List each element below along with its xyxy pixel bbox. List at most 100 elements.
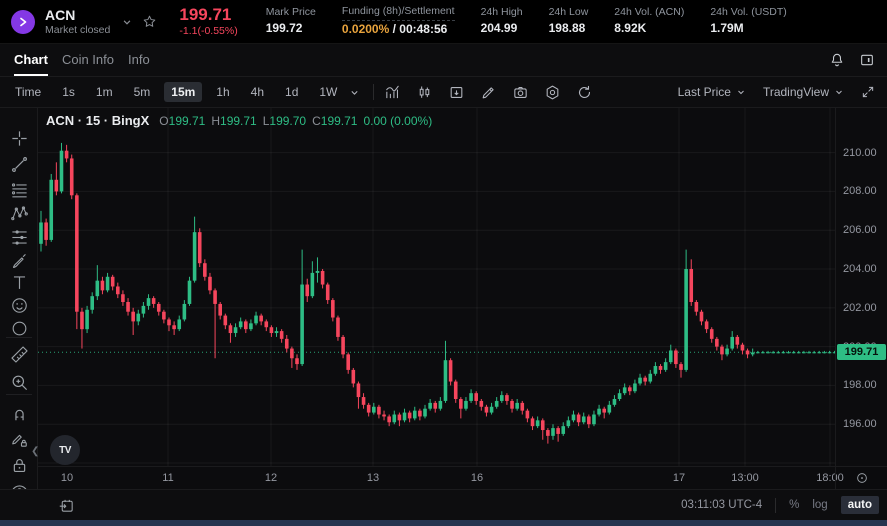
candle-body	[320, 270, 325, 285]
candle-body	[151, 298, 156, 304]
candle-body	[264, 321, 269, 328]
candle-body	[822, 352, 827, 354]
settings-gear-icon[interactable]	[544, 84, 561, 101]
interval-1h[interactable]: 1h	[216, 85, 230, 99]
candle-body	[494, 400, 499, 407]
candle-body	[192, 232, 197, 281]
tab-info[interactable]: Info	[128, 52, 150, 67]
bottom-edge-strip	[0, 520, 887, 526]
interval-more-chevron-icon[interactable]	[348, 86, 361, 99]
candle-body	[756, 352, 760, 354]
chart-area[interactable]: ACN · 15 · BingX O199.71 H199.71 L199.70…	[31, 108, 837, 466]
candle-body	[750, 352, 755, 355]
candle-body	[587, 416, 591, 425]
draw-pencil-icon[interactable]	[480, 84, 497, 101]
time-scale[interactable]: 10 11 12 13 16 17 13:00 18:00	[38, 466, 844, 489]
price-scale[interactable]: 199.71 210.00208.00206.00204.00202.00200…	[835, 108, 887, 466]
candle-body	[392, 414, 397, 423]
projection-tool-icon[interactable]	[0, 225, 38, 249]
interval-1m[interactable]: 1m	[95, 85, 113, 99]
tab-chart[interactable]: Chart	[14, 44, 48, 76]
candle-body	[520, 402, 525, 411]
vol-base-value: 8.92K	[614, 21, 647, 36]
footer-divider	[775, 497, 777, 513]
price-scale-target-icon[interactable]	[855, 471, 869, 485]
candle-body	[131, 311, 135, 322]
candle-body	[674, 350, 678, 365]
panel-toggle-icon[interactable]	[859, 52, 875, 68]
percent-scale-button[interactable]: %	[789, 499, 800, 511]
reset-chart-icon[interactable]	[576, 84, 593, 101]
candle-body	[146, 298, 151, 306]
high-stat: 24h High 204.99	[481, 5, 523, 38]
log-scale-button[interactable]: log	[812, 499, 828, 511]
candle-body	[781, 352, 786, 354]
funding-rate: 0.0200%	[341, 22, 390, 37]
go-to-date-icon[interactable]	[58, 497, 75, 514]
candle-body	[643, 377, 647, 382]
symbol-dropdown-chevron-icon[interactable]	[120, 15, 134, 29]
candle-body	[505, 395, 509, 401]
price-mode-dropdown[interactable]: Last Price	[678, 85, 747, 99]
current-price-badge: 199.71	[837, 344, 886, 361]
emoji-tool-icon[interactable]	[0, 293, 38, 317]
view-tabs: Chart Coin Info Info	[0, 44, 887, 77]
candle-body	[581, 416, 586, 423]
provider-dropdown[interactable]: TradingView	[763, 85, 845, 99]
candle-body	[464, 400, 468, 409]
candle-body	[786, 352, 791, 354]
vol-quote-label: 24h Vol. (USDT)	[710, 6, 787, 19]
candle-body	[689, 269, 694, 302]
mark-price-label: Mark Price	[265, 6, 316, 19]
lock-drawings-icon[interactable]	[0, 453, 38, 477]
alert-bell-icon[interactable]	[829, 52, 845, 68]
shapes-tool-icon[interactable]	[0, 316, 38, 340]
candle-body	[459, 399, 463, 409]
symbol-block[interactable]: ACN Market closed	[45, 7, 110, 35]
interval-5m[interactable]: 5m	[133, 85, 151, 99]
auto-scale-button[interactable]: auto	[840, 496, 879, 514]
drawing-toolbar-collapse-handle[interactable]: ❮	[31, 446, 40, 457]
favorite-star-icon[interactable]	[142, 14, 157, 29]
candle-body	[561, 426, 566, 434]
screenshot-camera-icon[interactable]	[512, 84, 529, 101]
candle-body	[244, 321, 248, 330]
candlestick-chart[interactable]	[38, 108, 837, 466]
stay-in-drawing-mode-icon[interactable]	[0, 427, 38, 451]
legend-title[interactable]: ACN · 15 · BingX	[46, 113, 150, 128]
trend-line-tool-icon[interactable]	[0, 152, 38, 176]
crosshair-tool-icon[interactable]	[0, 126, 38, 150]
fullscreen-icon[interactable]	[861, 85, 875, 99]
interval-15m[interactable]: 15m	[164, 82, 203, 102]
save-layout-icon[interactable]	[448, 84, 465, 101]
candle-body	[254, 315, 258, 324]
candle-body	[377, 406, 381, 415]
interval-1s[interactable]: 1s	[62, 85, 75, 99]
measure-ruler-tool-icon[interactable]	[0, 342, 38, 366]
indicators-icon[interactable]	[384, 84, 401, 101]
candle-body	[366, 404, 371, 413]
time-menu[interactable]: Time	[15, 85, 42, 99]
candle-body	[735, 336, 740, 345]
legend-change: 0.00 (0.00%)	[363, 114, 433, 128]
tab-coin-info[interactable]: Coin Info	[61, 52, 114, 67]
funding-label[interactable]: Funding (8h)/Settlement	[341, 4, 455, 22]
interval-1W[interactable]: 1W	[319, 85, 338, 99]
interval-1d[interactable]: 1d	[285, 85, 299, 99]
candle-body	[126, 302, 130, 312]
market-status: Market closed	[45, 23, 111, 36]
candle-body	[341, 336, 345, 355]
text-tool-icon[interactable]	[0, 270, 38, 294]
zoom-in-tool-icon[interactable]	[0, 370, 38, 394]
candle-body	[479, 400, 484, 407]
interval-4h[interactable]: 4h	[250, 85, 265, 99]
xabcd-pattern-tool-icon[interactable]	[0, 201, 38, 225]
chart-legend: ACN · 15 · BingX O199.71 H199.71 L199.70…	[46, 113, 433, 128]
fib-lines-tool-icon[interactable]	[0, 178, 38, 202]
candle-body	[95, 280, 100, 297]
session-clock[interactable]: 03:11:03 UTC-4	[681, 499, 763, 511]
chart-style-icon[interactable]	[416, 84, 433, 101]
time-tick: 18:00	[816, 472, 844, 484]
magnet-mode-icon[interactable]	[0, 401, 38, 425]
brush-tool-icon[interactable]	[0, 249, 38, 273]
